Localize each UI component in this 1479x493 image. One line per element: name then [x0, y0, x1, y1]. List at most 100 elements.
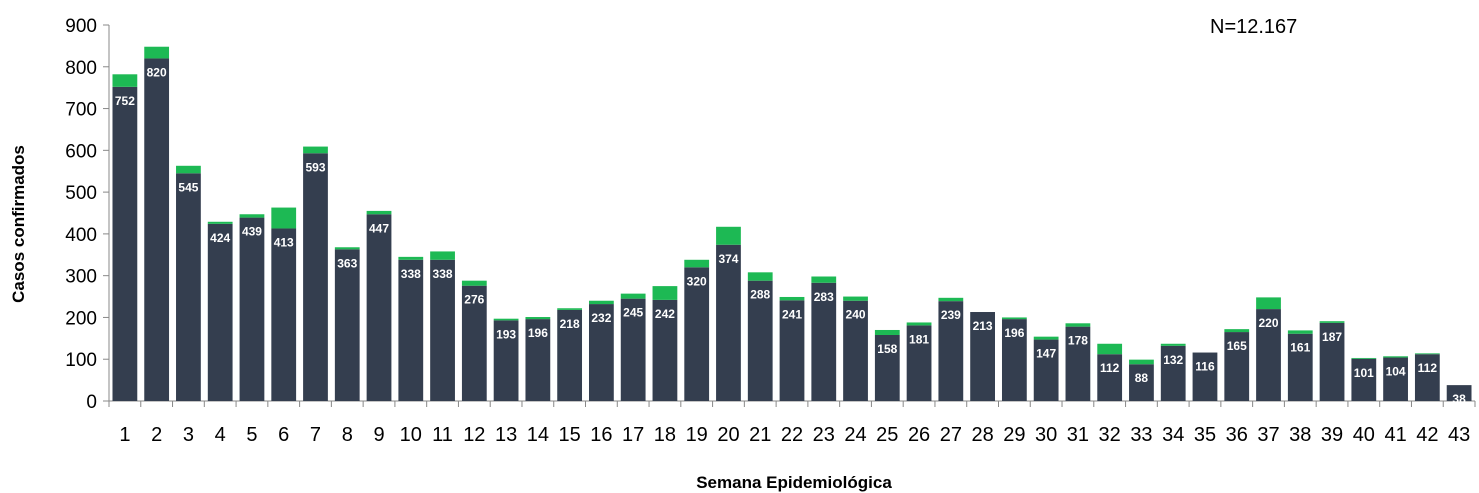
bar-top — [1129, 359, 1154, 365]
bar-base — [716, 244, 741, 401]
data-label: 752 — [115, 94, 135, 108]
bar-base — [557, 309, 583, 401]
y-tick-label: 600 — [65, 141, 97, 162]
data-label: 165 — [1227, 339, 1247, 353]
x-tick-label: 1 — [119, 424, 130, 446]
bar-top — [271, 207, 297, 229]
x-tick-label: 3 — [183, 424, 194, 446]
data-label: 178 — [1068, 334, 1088, 348]
x-tick-label: 4 — [215, 424, 226, 446]
x-tick-label: 14 — [527, 424, 549, 446]
bar-top — [874, 329, 900, 335]
bar-top — [779, 296, 805, 301]
bar-base — [1065, 326, 1091, 401]
y-axis: 0 100 200 300 400 500 600 700 800 900 — [65, 16, 110, 413]
x-tick-label: 21 — [749, 424, 771, 446]
bar-base — [652, 299, 678, 401]
x-tick-label: 22 — [781, 424, 803, 446]
bar-top — [239, 214, 265, 218]
x-tick-label: 5 — [246, 424, 257, 446]
data-label: 245 — [623, 306, 643, 320]
y-tick-label: 100 — [65, 350, 97, 371]
bar-base — [1033, 339, 1059, 401]
bar-top — [843, 296, 868, 301]
bar-top — [461, 280, 487, 286]
x-tick-label: 43 — [1448, 424, 1470, 446]
x-tick-label: 6 — [278, 424, 289, 446]
total-annotation: N=12.167 — [1210, 16, 1297, 38]
bar-base — [207, 223, 233, 401]
bar-top — [303, 146, 328, 154]
bar-base — [144, 58, 170, 402]
data-label: 147 — [1036, 347, 1056, 361]
x-tick-label: 24 — [844, 424, 866, 446]
y-tick-label: 900 — [65, 16, 97, 37]
bar-base — [366, 214, 392, 401]
data-label: 213 — [973, 319, 993, 333]
x-axis-title: Semana Epidemiológica — [696, 473, 892, 492]
bars — [112, 46, 1472, 402]
data-label: 545 — [178, 180, 198, 194]
bar-base — [684, 267, 710, 401]
data-label: 288 — [750, 288, 770, 302]
data-label: 218 — [560, 317, 580, 331]
x-tick-label: 16 — [590, 424, 612, 446]
data-label: 239 — [941, 308, 961, 322]
data-label: 338 — [401, 267, 421, 281]
bar-base — [1383, 357, 1408, 401]
bar-base — [1224, 332, 1250, 401]
data-label: 116 — [1195, 360, 1215, 374]
bar-top — [1319, 321, 1345, 323]
data-label: 232 — [591, 311, 611, 325]
data-label: 447 — [369, 221, 389, 235]
x-tick-label: 19 — [686, 424, 708, 446]
data-label: 196 — [528, 326, 548, 340]
bar-top — [366, 210, 392, 215]
x-tick-label: 30 — [1035, 424, 1057, 446]
bar-top — [525, 317, 551, 320]
bar-top — [938, 297, 964, 302]
data-label: 242 — [655, 307, 675, 321]
bar-top — [1097, 343, 1123, 355]
bar-top — [1351, 357, 1377, 359]
bar-base — [1129, 364, 1154, 401]
x-axis: 1 2 3 4 5 6 7 8 9 10 11 12 13 14 15 16 17 18 19 20 21 22 23 24 2… — [108, 400, 1476, 446]
bar-top — [398, 256, 424, 260]
bar-base — [461, 285, 487, 401]
data-label: 241 — [782, 307, 802, 321]
data-label: 439 — [242, 225, 262, 239]
x-tick-label: 15 — [559, 424, 581, 446]
y-tick-label: 400 — [65, 225, 97, 246]
y-tick-label: 0 — [86, 392, 97, 413]
x-tick-label: 41 — [1384, 424, 1406, 446]
x-tick-label: 27 — [940, 424, 962, 446]
bar-top — [144, 46, 170, 59]
bar-base — [906, 325, 932, 401]
x-tick-label: 2 — [151, 424, 162, 446]
bar-base — [747, 280, 773, 401]
bar-top — [334, 247, 360, 250]
x-tick-label: 20 — [717, 424, 739, 446]
bar-base — [112, 86, 138, 401]
bar-top — [811, 276, 837, 283]
x-tick-label: 39 — [1321, 424, 1343, 446]
data-label: 132 — [1163, 353, 1183, 367]
data-label: 187 — [1322, 330, 1342, 344]
bar-top — [1287, 330, 1313, 334]
bar-base — [779, 300, 805, 401]
bar-base — [176, 173, 201, 401]
bar-base — [1414, 354, 1440, 401]
bar-base — [1001, 319, 1027, 401]
bar-base — [303, 153, 328, 401]
bar-base — [1192, 352, 1218, 401]
x-tick-label: 32 — [1099, 424, 1121, 446]
x-tick-label: 31 — [1067, 424, 1089, 446]
bar-base — [938, 301, 964, 401]
data-label: 338 — [433, 267, 453, 281]
bar-base — [334, 249, 360, 401]
bar-base — [1319, 322, 1345, 401]
x-tick-label: 38 — [1289, 424, 1311, 446]
data-label: 104 — [1386, 365, 1406, 379]
data-label: 240 — [846, 308, 866, 322]
